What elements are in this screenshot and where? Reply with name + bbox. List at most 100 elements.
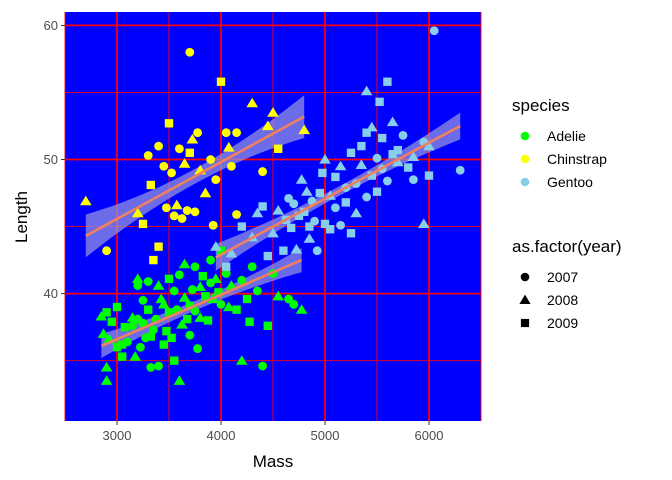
data-point-adelie: [201, 292, 210, 301]
data-point-gentoo: [334, 160, 347, 171]
data-point-adelie: [102, 308, 111, 317]
data-point-gentoo: [362, 128, 371, 137]
legend-label: 2007: [547, 269, 578, 285]
data-point-gentoo: [367, 171, 376, 180]
legend-label: 2009: [547, 315, 578, 331]
data-point-adelie: [132, 273, 144, 283]
data-point-adelie: [133, 281, 143, 290]
data-point-adelie: [188, 285, 197, 294]
data-point-adelie: [245, 317, 254, 326]
data-point-adelie: [210, 273, 222, 283]
data-point-gentoo: [362, 192, 371, 202]
data-point-gentoo: [404, 163, 413, 172]
data-point-gentoo: [263, 251, 272, 261]
data-point-adelie: [221, 269, 231, 278]
data-point-adelie: [118, 352, 127, 361]
data-point-adelie: [144, 305, 153, 314]
data-point-adelie: [194, 312, 206, 322]
data-point-chinstrap: [193, 128, 203, 138]
data-point-gentoo: [372, 153, 382, 163]
legend-key-2009: [520, 318, 530, 328]
data-point-adelie: [170, 356, 179, 365]
data-point-gentoo: [318, 168, 327, 178]
data-point-gentoo: [357, 141, 366, 151]
data-point-chinstrap: [143, 151, 153, 160]
grid-lines: [64, 12, 482, 421]
data-point-chinstrap: [246, 97, 258, 108]
data-point-chinstrap: [258, 167, 267, 176]
data-point-gentoo: [267, 227, 279, 238]
data-point-adelie: [236, 355, 248, 365]
data-point-adelie: [164, 308, 174, 317]
data-point-chinstrap: [206, 155, 216, 164]
data-point-chinstrap: [274, 144, 283, 153]
data-point-chinstrap: [190, 207, 200, 217]
legend-label: Chinstrap: [547, 151, 607, 167]
data-point-adelie: [194, 281, 206, 291]
data-point-chinstrap: [208, 220, 218, 230]
data-point-adelie: [185, 330, 195, 340]
data-point-adelie: [164, 274, 174, 284]
data-point-adelie: [162, 326, 171, 336]
data-point-adelie: [253, 286, 262, 296]
data-point-gentoo: [386, 116, 399, 127]
data-point-gentoo: [378, 133, 387, 143]
data-point-adelie: [107, 317, 116, 326]
data-point-chinstrap: [154, 242, 163, 251]
x-axis-title: Mass: [253, 452, 294, 471]
data-point-gentoo: [350, 207, 362, 218]
data-point-chinstrap: [227, 161, 236, 171]
data-point-adelie: [146, 332, 155, 341]
data-point-chinstrap: [199, 187, 212, 198]
data-point-adelie: [159, 340, 168, 349]
data-point-gentoo: [320, 219, 330, 229]
data-point-chinstrap: [171, 199, 183, 210]
data-point-chinstrap: [298, 124, 310, 135]
data-point-gentoo: [366, 121, 378, 132]
data-point-gentoo: [423, 140, 435, 151]
data-point-gentoo: [225, 247, 238, 258]
data-point-adelie: [237, 275, 247, 285]
data-point-gentoo: [331, 203, 340, 213]
data-point-gentoo: [455, 165, 465, 175]
data-point-adelie: [216, 299, 226, 309]
legend-title: as.factor(year): [512, 237, 622, 256]
data-point-chinstrap: [132, 207, 144, 218]
data-point-adelie: [112, 302, 122, 312]
data-point-chinstrap: [185, 47, 195, 57]
data-point-adelie: [258, 361, 267, 371]
data-point-adelie: [175, 270, 184, 280]
data-point-gentoo: [300, 207, 309, 216]
data-point-gentoo: [251, 207, 264, 218]
data-point-chinstrap: [80, 195, 92, 206]
data-point-gentoo: [289, 199, 299, 209]
data-point-chinstrap: [167, 168, 177, 178]
data-point-adelie: [100, 375, 113, 385]
data-point-chinstrap: [177, 214, 187, 223]
data-point-adelie: [225, 280, 238, 290]
legend-key-chinstrap: [520, 154, 530, 164]
y-tick-label: 50: [44, 152, 58, 167]
data-point-gentoo: [237, 222, 246, 231]
data-point-gentoo: [383, 176, 392, 186]
data-point-adelie: [100, 361, 113, 372]
data-point-chinstrap: [182, 206, 192, 215]
data-point-chinstrap: [185, 148, 194, 157]
data-point-adelie: [169, 286, 179, 296]
data-point-gentoo: [372, 187, 382, 196]
data-point-chinstrap: [175, 144, 184, 154]
axis-ticks: 3000 4000 5000 6000 40 50 60: [44, 18, 444, 443]
data-point-adelie: [178, 292, 191, 302]
data-point-gentoo: [287, 223, 296, 233]
data-point-gentoo: [388, 149, 397, 159]
data-point-adelie: [289, 299, 299, 309]
data-point-adelie: [167, 333, 176, 343]
data-point-adelie: [120, 322, 129, 332]
data-point-adelie: [193, 344, 203, 353]
legend-label: Adelie: [547, 128, 586, 144]
data-point-chinstrap: [223, 141, 235, 152]
data-point-adelie: [138, 318, 148, 328]
data-point-chinstrap: [216, 77, 226, 86]
data-point-gentoo: [319, 154, 331, 164]
data-point-adelie: [118, 340, 127, 349]
